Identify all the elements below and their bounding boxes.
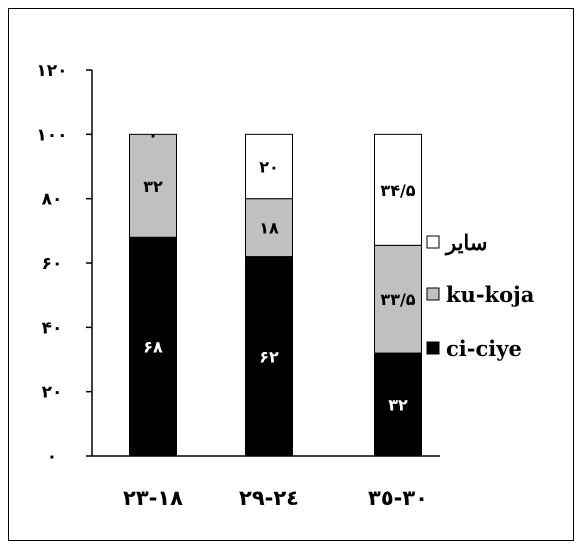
- x-category-labels: ١٨-٢٣ ٢٤-٢٩ ٣٠-٣٥: [123, 486, 428, 510]
- bars: ۶٨ ٣٢ ٠ ۶٢ ١٨ ٢٠ ٣٢ ٣٣/۵ ٣۴/۵: [129, 125, 422, 457]
- data-label: ٣۴/۵: [380, 181, 415, 200]
- bar-segment-ساير: [374, 133, 422, 246]
- y-tick-labels: ٠ ٢٠ ۴٠ ۶٠ ٨٠ ١٠٠ ١٢٠: [36, 61, 67, 467]
- bar-segment-ci-ciye: [129, 236, 177, 457]
- data-label: ٢٠: [259, 158, 279, 177]
- data-label: ۶٨: [143, 338, 163, 357]
- legend-label: ساير: [444, 230, 487, 256]
- data-label: ۶٢: [259, 347, 279, 366]
- bar-segment-ku-koja: [374, 244, 422, 354]
- legend-label: ku-koja: [446, 282, 535, 307]
- data-label: ٠: [148, 125, 158, 144]
- y-tick-label: ١٠٠: [36, 125, 67, 145]
- legend-swatch-ساير: [426, 235, 440, 249]
- data-label: ٣٢: [143, 177, 163, 196]
- chart-frame: [8, 8, 574, 541]
- bar-segment-ku-koja: [129, 133, 177, 238]
- y-tick-label: ۴٠: [42, 318, 63, 338]
- bar-segment-ku-koja: [245, 198, 293, 258]
- data-label: ٣٣/۵: [380, 290, 415, 309]
- legend-swatch-ci-ciye: [426, 341, 440, 355]
- data-label: ١٨: [259, 219, 279, 238]
- data-label: ٣٢: [388, 396, 408, 415]
- x-category-label: ١٨-٢٣: [123, 486, 183, 510]
- y-tick-label: ١٢٠: [36, 61, 67, 81]
- y-tick-label: ۶٠: [42, 254, 63, 274]
- legend-swatch-ku-koja: [426, 287, 440, 301]
- y-tick-label: ٢٠: [42, 383, 63, 403]
- bar-segment-ساير: [245, 133, 293, 200]
- legend-label: ci-ciye: [446, 336, 522, 361]
- x-category-label: ٢٤-٢٩: [239, 486, 299, 510]
- y-tick-label: ٠: [47, 447, 57, 467]
- bar-segment-ci-ciye: [374, 352, 422, 457]
- x-category-label: ٣٠-٣٥: [368, 486, 428, 510]
- legend: ساير ku-koja ci-ciye: [426, 230, 535, 361]
- y-tick-label: ٨٠: [42, 190, 63, 210]
